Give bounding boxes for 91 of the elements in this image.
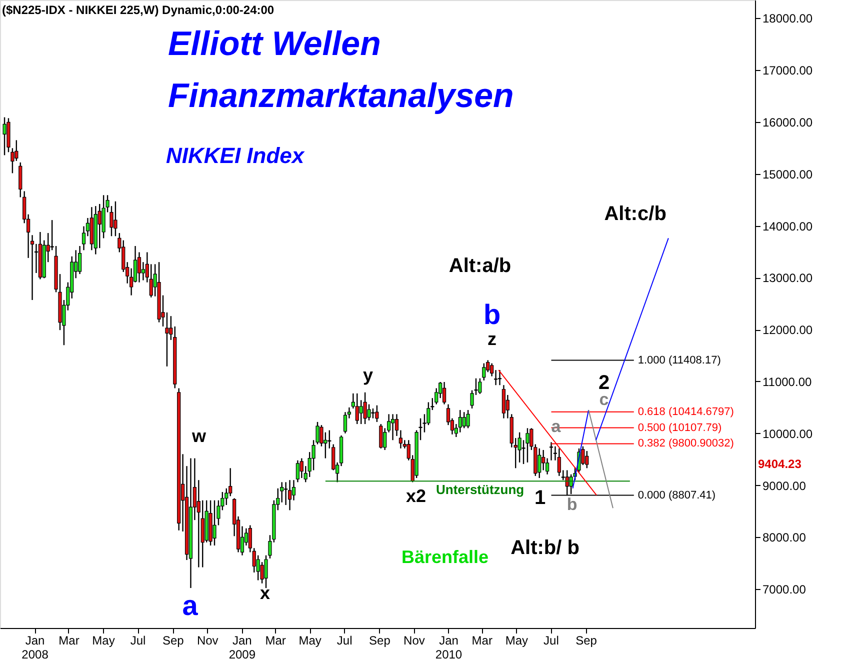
candlestick [502,384,506,419]
candlestick [379,423,383,450]
annotation: Alt:c/b [604,203,666,226]
y-tick-label: 10000.00 [762,426,813,441]
annotation: Unterstützung [436,482,524,497]
y-tick-label: 16000.00 [762,115,813,130]
x-tick-label: Sep [369,634,391,648]
x-tick-label: Jul [544,634,559,648]
candlestick [18,162,22,198]
candlestick [284,482,288,506]
x-tick-label: Mar [265,634,286,648]
candlestick [359,400,363,425]
candlestick [288,479,292,511]
candlestick [494,369,498,386]
annotation: ($N225-IDX - NIKKEI 225,W) Dynamic,0:00-24:00 [2,3,274,17]
series-label: 0.618 (10414.6797) [638,406,734,418]
x-tick-label: Mar [472,634,492,648]
x-tick-label: Jan 2010 [435,634,462,662]
annotation: b [483,299,501,330]
annotation: 1 [534,487,546,509]
y-tick-label: 13000.00 [762,271,813,286]
x-tick-label: Jul [130,634,146,648]
candlestick [300,458,304,479]
candlestick [478,378,482,395]
y-tick-label: 11000.00 [762,374,812,389]
annotation: x2 [406,486,426,506]
y-tick-label: 14000.00 [762,219,813,234]
x-tick-label: May [92,634,115,648]
annotation: b [566,495,578,514]
annotation: y [362,365,374,385]
series-label: 1.000 (11408.17) [638,354,721,366]
x-tick-label: Sep [576,634,598,648]
x-tick-label: May [298,634,322,648]
candlestick [296,460,300,483]
y-tick-label: 9000.00 [762,478,806,493]
candlestick [343,411,348,434]
candlestick [482,362,486,382]
annotation: z [488,329,496,349]
candlestick [458,409,462,433]
y-tick-label: 17000.00 [762,64,813,78]
y-tick-label: 12000.00 [762,323,813,338]
candlestick [371,408,375,419]
candlestick [363,392,367,425]
candlestick [549,442,554,461]
text: NIKKEI Index [166,143,305,168]
annotation: w [190,426,207,446]
y-tick-label: 15000.00 [762,167,813,182]
series-label: 0.000 (8807.41) [638,489,716,502]
series-label: 0.382 (9800.90032) [638,438,734,450]
annotation: Alt:a/b [448,255,512,277]
y-tick-label: 18000.00 [762,12,813,26]
candlestick [398,430,403,450]
candlestick [466,409,470,429]
x-tick-label: Mar [58,634,80,648]
annotation: a [182,590,198,621]
candlestick [375,404,379,423]
x-tick-label: Nov [196,634,218,648]
candlestick [98,203,102,249]
y-tick-label: 7000.00 [762,582,806,597]
candlestick [355,392,359,425]
text: Elliott Wellen Finanzmarktanalysen [168,25,514,115]
candlestick [394,414,399,437]
x-tick-label: Nov [404,634,425,648]
candlestick [114,200,118,237]
x-tick-label: Jul [336,634,352,648]
candlestick [538,448,542,479]
candlestick [264,554,268,589]
candlestick [78,245,82,275]
candlestick [256,554,260,581]
candlestick [557,448,561,477]
annotation: Bärenfalle [401,547,489,567]
annotation: Alt:b/ b [510,537,580,559]
candlestick [2,116,6,156]
x-tick-label: May [505,634,528,648]
y-tick-label: 8000.00 [762,530,806,545]
candlestick [390,414,395,441]
candlestick [585,450,589,469]
candlestick [526,428,530,464]
x-tick-label: Jan 2008 [22,634,49,662]
candlestick [442,381,446,405]
candlestick [498,369,502,386]
x-tick-label: Sep [162,634,184,648]
x-tick-label: Jan 2009 [228,634,256,662]
candlestick [165,312,169,368]
series-label: 0.500 (10107.79) [638,422,722,434]
candlestick [462,411,466,429]
candlestick [542,449,546,471]
annotation: x [260,583,270,603]
candlestick [212,500,216,546]
candlestick [367,404,371,421]
text: 9404.23 [758,457,802,471]
